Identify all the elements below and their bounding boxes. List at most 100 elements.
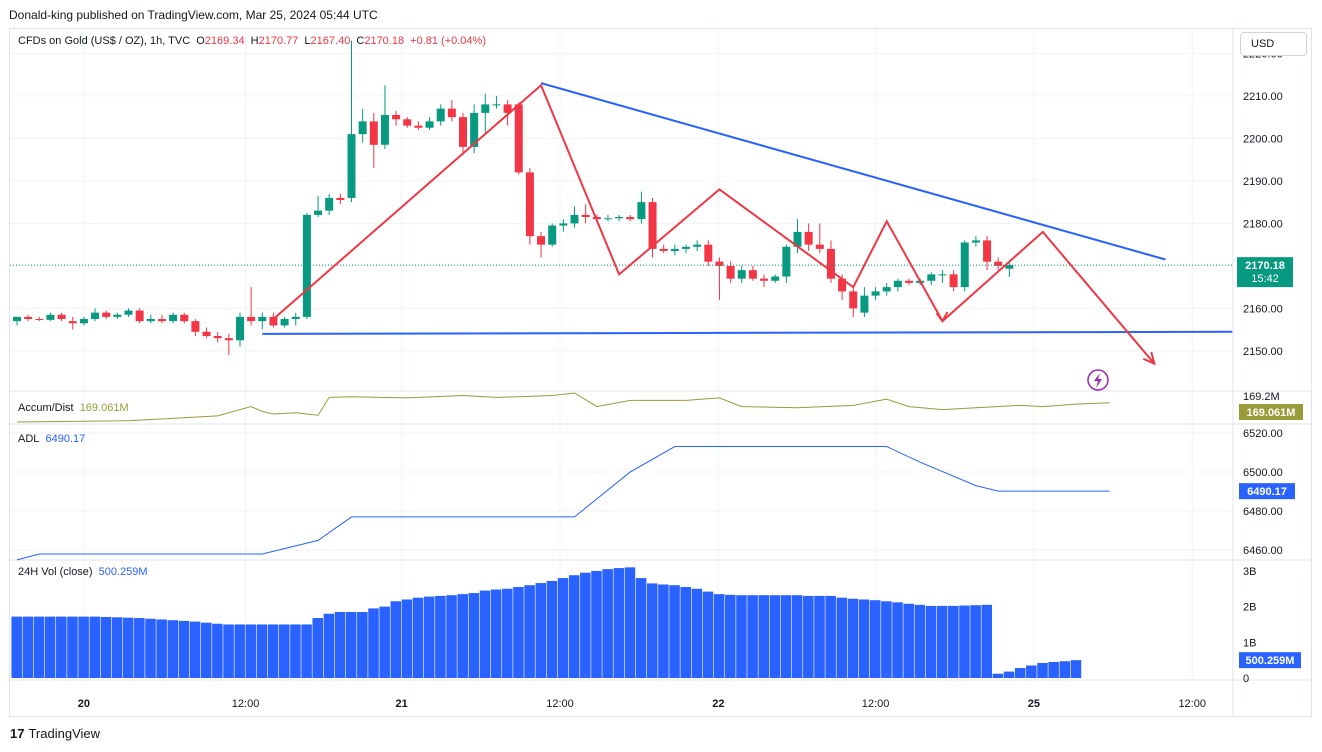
candle-body [860, 295, 869, 313]
volume-bar [178, 620, 190, 678]
adl-pane [16, 446, 1110, 561]
candle-body [893, 280, 902, 288]
candle-body [369, 121, 378, 145]
currency-button[interactable]: USD [1240, 32, 1307, 56]
candle-body [403, 119, 412, 126]
volume-bar [702, 591, 714, 678]
candle-body [13, 316, 21, 322]
candle-body [213, 336, 222, 339]
candle-body [905, 280, 913, 283]
candle-body [224, 338, 233, 341]
volume-bar [635, 578, 647, 678]
volume-bar [736, 595, 747, 678]
time-tick-label: 12:00 [862, 698, 890, 710]
volume-bar [200, 622, 212, 678]
candle-body [492, 104, 501, 106]
volume-title: 24H Vol (close) [18, 566, 93, 578]
volume-bar [134, 618, 145, 678]
volume-bar [22, 616, 34, 678]
volume-bar [401, 599, 413, 678]
price-tick-label: 2210.00 [1243, 91, 1283, 103]
candle-body [425, 121, 434, 128]
volume-bar [1003, 671, 1015, 678]
volume-bar [847, 598, 859, 678]
candle-body [380, 115, 389, 145]
adl-badge-value: 6490.17 [1247, 486, 1287, 498]
adl-badge [1239, 483, 1295, 500]
volume-bar [56, 616, 67, 678]
candle-body [35, 319, 44, 321]
candle-body [559, 223, 568, 226]
volume-tick-label: 3B [1243, 566, 1256, 578]
volume-bar [992, 673, 1004, 678]
candle-body [68, 321, 77, 324]
time-tick-label: 25 [1028, 698, 1040, 710]
candle-body [358, 121, 367, 135]
tradingview-footer: 17 TradingView [10, 726, 100, 741]
candle-body [481, 104, 490, 113]
adl-tick-label: 6520.00 [1243, 428, 1283, 440]
symbol-label: CFDs on Gold (US$ / OZ), 1h, TVC [18, 35, 191, 47]
time-tick-label: 21 [396, 698, 408, 710]
volume-bar [100, 616, 112, 678]
volume-bar [1059, 661, 1071, 678]
volume-bar [412, 597, 424, 678]
candle-body [882, 287, 891, 292]
accum-dist-legend: Accum/Dist 169.061M [18, 402, 132, 414]
volume-bar [245, 624, 257, 678]
volume-bar [234, 624, 245, 678]
volume-bar [457, 594, 468, 678]
accum-dist-line [16, 392, 1110, 423]
volume-badge [1239, 652, 1301, 669]
accum-dist-badge [1239, 404, 1303, 420]
volume-bar [122, 617, 134, 678]
candle-body [804, 231, 813, 245]
volume-bar [390, 601, 402, 678]
volume-bar [803, 595, 814, 678]
volume-bar [568, 575, 580, 678]
time-tick-label: 12:00 [232, 698, 260, 710]
volume-bar [747, 595, 758, 678]
candle-body [269, 316, 278, 326]
volume-bar [212, 623, 223, 678]
zigzag-arrowhead [1142, 351, 1156, 366]
candle-body [748, 270, 757, 279]
candle-body [79, 319, 88, 324]
candle-body [57, 314, 66, 320]
candle-body [537, 236, 546, 245]
candle-body [459, 117, 467, 147]
volume-bar [44, 616, 56, 678]
lightning-bolt [1094, 373, 1102, 388]
volume-bar [869, 600, 881, 678]
volume-legend: 24H Vol (close) 500.259M [18, 566, 151, 578]
price-tick-label: 2200.00 [1243, 133, 1283, 145]
volume-bar [490, 589, 502, 678]
volume-bar [279, 624, 290, 678]
candle-body [581, 214, 590, 218]
price-tick-label: 2180.00 [1243, 218, 1283, 230]
volume-tick-label: 1B [1243, 637, 1256, 649]
volume-bar [691, 588, 703, 678]
volume-bar [613, 568, 625, 678]
candle-body [436, 108, 445, 122]
volume-bar [1026, 665, 1037, 678]
price-legend: CFDs on Gold (US$ / OZ), 1h, TVC O2169.3… [18, 35, 489, 47]
volume-bar [256, 624, 268, 678]
time-tick-label: 12:00 [1178, 698, 1206, 710]
zigzag-path [272, 83, 1156, 365]
candle-body [291, 316, 300, 320]
volume-bar [446, 595, 457, 678]
candle-body [938, 274, 947, 276]
volume-bar [1070, 660, 1082, 678]
volume-bar [167, 620, 179, 678]
volume-bar [312, 618, 324, 678]
volume-bar [858, 599, 870, 678]
volume-bar [713, 594, 725, 678]
candle-body [314, 210, 323, 215]
candle-body [637, 202, 646, 220]
candle-body [693, 244, 702, 247]
low-label: L2167.40 [304, 35, 351, 47]
candle-body [1005, 265, 1014, 269]
volume-bar [513, 586, 524, 678]
